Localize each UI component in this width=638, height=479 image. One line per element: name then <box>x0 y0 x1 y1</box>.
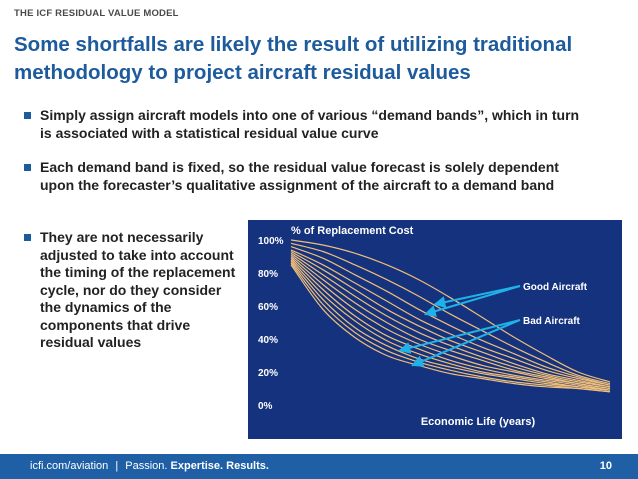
footer-bar: icfi.com/aviation | Passion. Expertise. … <box>0 454 638 479</box>
residual-curve-8 <box>290 256 611 390</box>
y-tick-label: 80% <box>258 269 278 280</box>
residual-curve-4 <box>290 249 611 386</box>
footer-tagline-plain: Passion. <box>125 460 168 472</box>
section-kicker: THE ICF RESIDUAL VALUE MODEL <box>14 8 179 19</box>
slide-title: Some shortfalls are likely the result of… <box>14 33 573 84</box>
annotation-group: Good Aircraft Bad Aircraft <box>398 282 588 367</box>
annotation-arrow <box>423 285 521 317</box>
residual-curve-11 <box>290 261 611 391</box>
page-number: 10 <box>599 460 612 472</box>
bullet-text: Each demand band is fixed, so the residu… <box>40 159 559 193</box>
bullet-text: Simply assign aircraft models into one o… <box>40 107 580 141</box>
residual-curve-2 <box>290 242 611 385</box>
chart-canvas: % of Replacement Cost Economic Life (yea… <box>258 225 611 428</box>
annotation-arrow <box>433 285 521 308</box>
residual-curve-10 <box>290 259 611 391</box>
bad-aircraft-label: Bad Aircraft <box>523 316 581 327</box>
bullet-item: Each demand band is fixed, so the residu… <box>24 159 584 194</box>
y-axis: 100% 80% 60% 40% 20% 0% <box>258 236 284 412</box>
residual-curve-1 <box>290 239 611 383</box>
y-tick-label: 60% <box>258 302 278 313</box>
square-bullet-icon <box>24 234 31 241</box>
footer-separator: | <box>115 460 119 472</box>
square-bullet-icon <box>24 164 31 171</box>
residual-curve-5 <box>290 250 611 388</box>
y-tick-label: 100% <box>258 236 284 247</box>
y-tick-label: 40% <box>258 335 278 346</box>
residual-curve-6 <box>290 252 611 388</box>
chart-title: % of Replacement Cost <box>291 225 414 237</box>
residual-curve-12 <box>290 262 611 393</box>
residual-value-chart: % of Replacement Cost Economic Life (yea… <box>248 220 622 439</box>
bullet-item: Simply assign aircraft models into one o… <box>24 107 594 142</box>
annotation-arrow <box>398 319 521 354</box>
y-tick-label: 20% <box>258 368 278 379</box>
residual-curve-7 <box>290 254 611 390</box>
footer-left: icfi.com/aviation | Passion. Expertise. … <box>30 460 269 472</box>
residual-curve-9 <box>290 257 611 391</box>
annotation-arrow <box>411 319 521 367</box>
x-axis-label: Economic Life (years) <box>421 416 536 428</box>
y-tick-label: 0% <box>258 401 273 412</box>
footer-tagline-bold: Expertise. Results. <box>170 460 269 472</box>
square-bullet-icon <box>24 112 31 119</box>
residual-curve-13 <box>290 264 611 393</box>
footer-url[interactable]: icfi.com/aviation <box>30 460 109 472</box>
bullet-text: They are not necessarily adjusted to tak… <box>40 229 236 350</box>
residual-curve-3 <box>290 246 611 386</box>
bullet-item: They are not necessarily adjusted to tak… <box>24 229 239 352</box>
curve-group <box>290 239 611 393</box>
good-aircraft-label: Good Aircraft <box>523 282 588 293</box>
